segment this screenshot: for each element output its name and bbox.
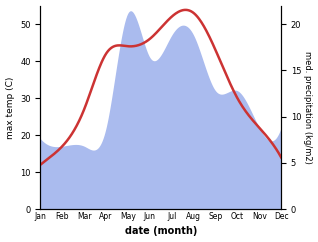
Y-axis label: med. precipitation (kg/m2): med. precipitation (kg/m2) (303, 51, 313, 164)
Y-axis label: max temp (C): max temp (C) (5, 76, 15, 138)
X-axis label: date (month): date (month) (125, 227, 197, 236)
